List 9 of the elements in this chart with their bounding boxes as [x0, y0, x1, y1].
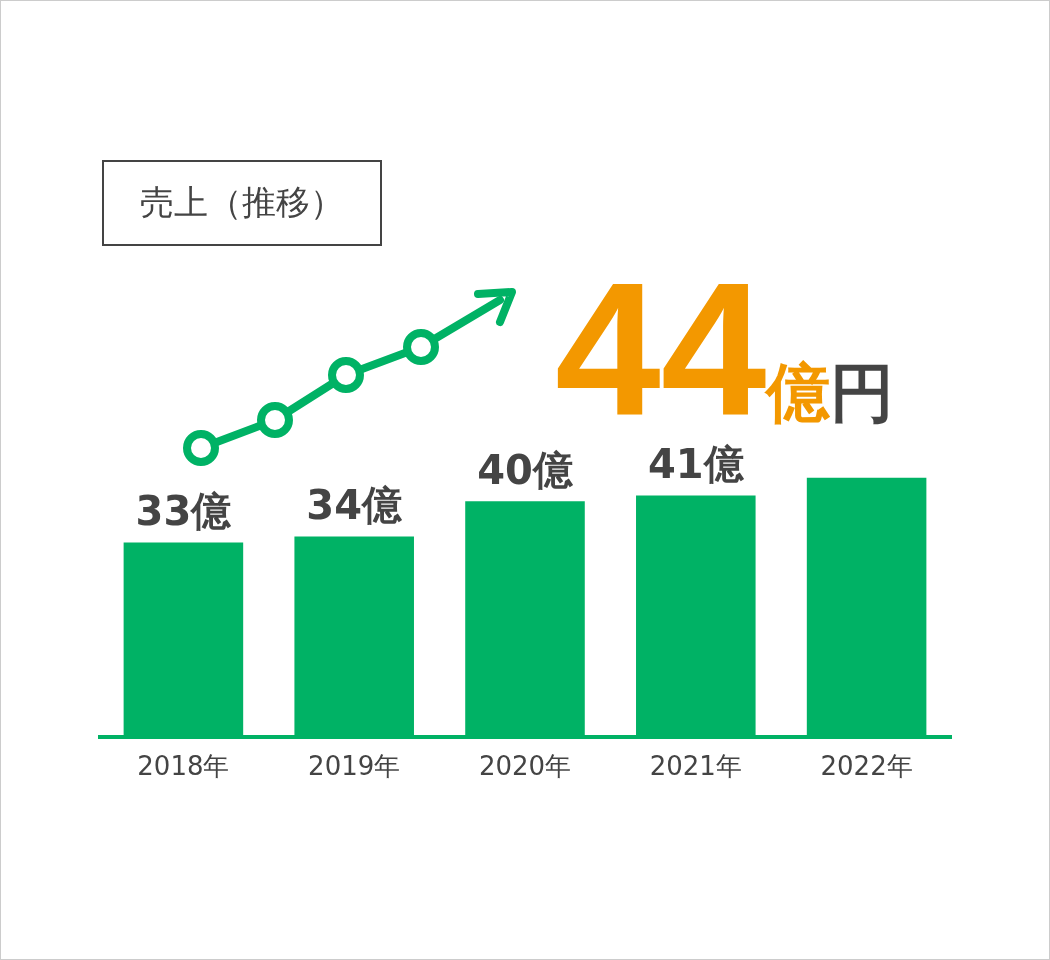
data-label: 34億 — [306, 481, 404, 528]
data-label: 33億 — [135, 487, 233, 534]
x-tick-label: 2018年 — [137, 751, 230, 782]
x-tick-label: 2021年 — [649, 751, 742, 782]
chart-title: 売上（推移） — [102, 160, 382, 246]
x-tick-label: 2022年 — [820, 751, 913, 782]
x-tick-label: 2019年 — [308, 751, 401, 782]
data-label: 41億 — [647, 440, 745, 487]
x-tick-label: 2020年 — [478, 751, 572, 782]
